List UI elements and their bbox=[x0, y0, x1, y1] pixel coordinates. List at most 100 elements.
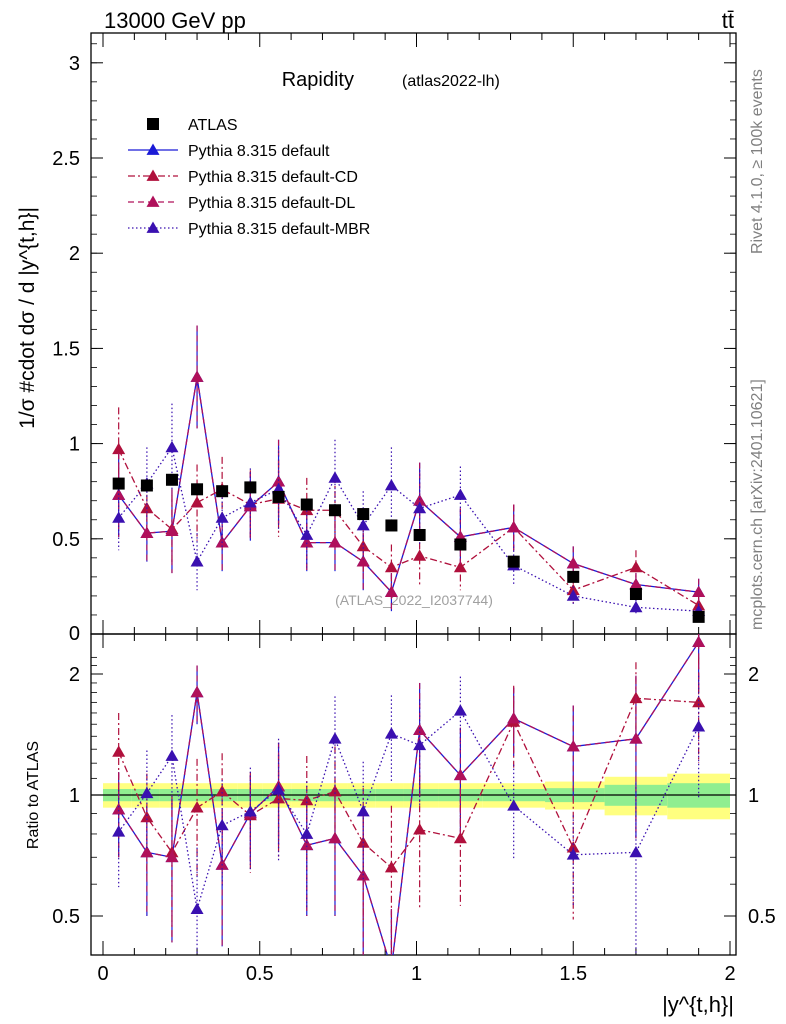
main-ticks bbox=[91, 33, 736, 634]
ratio-point-dl bbox=[453, 768, 467, 781]
ratio-point-cd bbox=[413, 823, 427, 835]
ratio-y-tick-label: 1 bbox=[69, 785, 80, 807]
ratio-y-tick-label: 2 bbox=[69, 664, 80, 686]
x-tick-label: 1.5 bbox=[559, 963, 587, 985]
main-point-atlas bbox=[692, 610, 705, 623]
ratio-point-mbr bbox=[243, 804, 257, 817]
main-point-cd bbox=[413, 549, 427, 561]
main-point-mbr bbox=[165, 440, 179, 453]
x-tick-label: 2 bbox=[724, 963, 735, 985]
main-point-mbr bbox=[566, 589, 580, 601]
main-point-dl bbox=[190, 370, 204, 382]
main-y-tick-labels: 0.5 1 1.5 2 2.5 3 0 bbox=[52, 53, 80, 645]
main-panel: 0.5 1 1.5 2 2.5 3 0 Rapidity (atlas2022-lh) (A… bbox=[16, 32, 737, 645]
main-y-tick-label: 1 bbox=[69, 434, 80, 456]
ratio-point-mbr bbox=[165, 749, 179, 761]
main-point-atlas bbox=[629, 588, 642, 601]
rivet-version-label: Rivet 4.1.0, ≥ 100k events bbox=[749, 69, 766, 254]
main-line-dl bbox=[118, 376, 699, 594]
ratio-point-mbr bbox=[413, 738, 427, 751]
ratio-point-default bbox=[385, 962, 398, 973]
ratio-point-dl bbox=[507, 711, 521, 724]
ratio-point-dl bbox=[385, 962, 398, 973]
x-tick-label: 0 bbox=[97, 963, 108, 985]
main-point-cd bbox=[384, 560, 398, 573]
ratio-line-mbr bbox=[118, 709, 700, 910]
ratio-point-cd bbox=[384, 861, 398, 873]
main-point-dl bbox=[328, 536, 342, 548]
main-point-dl bbox=[300, 536, 314, 548]
ratio-point-mbr bbox=[215, 818, 229, 831]
ratio-ticks bbox=[91, 634, 736, 956]
analysis-watermark: (ATLAS_2022_I2037744) bbox=[335, 592, 493, 608]
ratio-line-dl bbox=[118, 641, 700, 955]
ratio-point-mbr bbox=[629, 845, 643, 858]
main-point-dl bbox=[165, 524, 179, 537]
legend-label: ATLAS bbox=[188, 117, 238, 134]
ratio-point-dl bbox=[328, 831, 342, 844]
main-point-atlas bbox=[165, 473, 178, 486]
main-y-tick-label-zero: 0 bbox=[69, 623, 80, 645]
main-y-tick-label: 1.5 bbox=[52, 338, 80, 360]
legend-marker-dl bbox=[146, 195, 160, 207]
ratio-point-cd bbox=[692, 695, 706, 708]
ratio-point-mbr bbox=[300, 827, 314, 839]
ratio-point-mbr bbox=[453, 704, 467, 716]
main-line-cd bbox=[118, 449, 699, 606]
legend: ATLAS Pythia 8.315 default Pythia 8.315 de… bbox=[128, 117, 370, 238]
main-y-tick-label: 0.5 bbox=[52, 529, 80, 551]
ratio-point-mbr bbox=[356, 804, 370, 817]
legend-label: Pythia 8.315 default-CD bbox=[188, 169, 358, 186]
legend-marker-default bbox=[146, 143, 160, 155]
main-point-atlas bbox=[454, 538, 467, 551]
main-point-mbr bbox=[413, 501, 427, 514]
legend-label: Pythia 8.315 default-DL bbox=[188, 195, 355, 212]
ratio-point-mbr bbox=[328, 732, 342, 744]
main-point-mbr bbox=[356, 518, 370, 531]
main-point-atlas bbox=[385, 519, 398, 532]
main-point-mbr bbox=[190, 555, 204, 567]
main-y-tick-label: 2 bbox=[69, 243, 80, 265]
ratio-y-tick-labels: 0.5 0.5 1 1 2 2 bbox=[52, 664, 776, 928]
legend-label: Pythia 8.315 default-MBR bbox=[188, 221, 370, 238]
energy-label: 13000 GeV pp bbox=[104, 8, 246, 33]
main-point-dl bbox=[692, 585, 706, 597]
main-point-cd bbox=[453, 560, 467, 573]
ratio-point-dl bbox=[165, 850, 179, 863]
main-point-mbr bbox=[215, 511, 229, 523]
main-point-dl bbox=[356, 555, 370, 567]
process-label: tt̄ bbox=[722, 8, 734, 33]
ratio-point-mbr bbox=[692, 720, 706, 732]
ratio-y-tick-label-right: 2 bbox=[748, 664, 759, 686]
ratio-point-dl bbox=[692, 635, 706, 648]
ratio-point-dl bbox=[413, 723, 427, 736]
main-point-atlas bbox=[507, 555, 520, 568]
x-tick-label: 0.5 bbox=[246, 963, 274, 985]
main-point-cd bbox=[629, 560, 643, 573]
ratio-point-dl bbox=[140, 845, 154, 858]
main-y-axis-label: 1/σ #cdot dσ / d |y^{t,h}| bbox=[16, 207, 39, 429]
ratio-point-mbr bbox=[190, 902, 204, 915]
main-point-mbr bbox=[453, 488, 467, 500]
main-point-atlas bbox=[413, 528, 426, 541]
main-point-cd bbox=[566, 583, 580, 596]
main-y-tick-label: 3 bbox=[69, 53, 80, 75]
main-line-default bbox=[118, 376, 699, 594]
main-point-dl bbox=[413, 494, 427, 506]
mcplots-label: mcplots.cern.ch [arXiv:2401.10621] bbox=[749, 379, 766, 630]
main-point-mbr bbox=[112, 511, 126, 523]
main-y-tick-label: 2.5 bbox=[52, 148, 80, 170]
main-point-dl bbox=[384, 585, 398, 597]
ratio-point-dl bbox=[190, 685, 204, 698]
ratio-point-mbr bbox=[507, 799, 521, 811]
ratio-point-cd bbox=[453, 831, 467, 844]
ratio-point-dl bbox=[566, 740, 580, 752]
main-point-atlas bbox=[140, 479, 153, 492]
main-point-atlas bbox=[244, 481, 257, 494]
legend-marker-atlas bbox=[147, 118, 159, 130]
main-point-cd bbox=[112, 442, 126, 455]
main-point-mbr bbox=[243, 496, 257, 508]
main-point-atlas bbox=[328, 504, 341, 517]
ratio-y-tick-label-right: 0.5 bbox=[748, 906, 776, 928]
